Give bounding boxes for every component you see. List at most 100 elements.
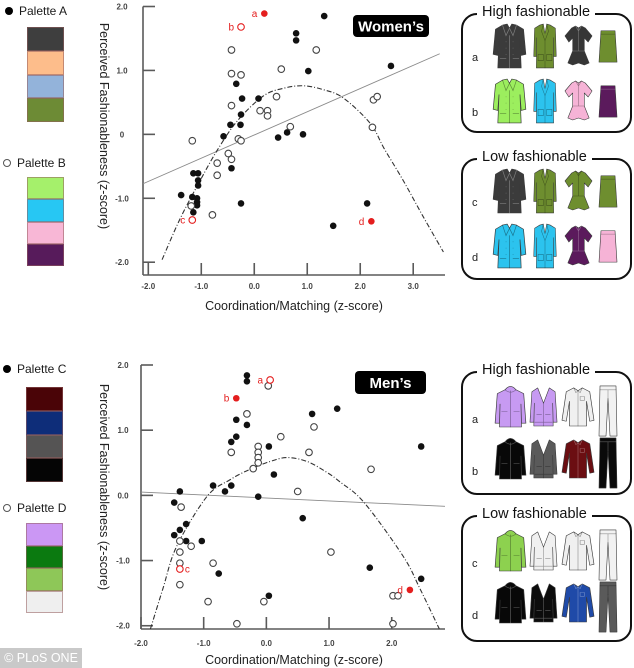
garment-pants (598, 581, 618, 633)
color-swatch (26, 568, 63, 591)
data-point (283, 129, 291, 136)
data-point (170, 531, 178, 539)
x-tick-label: -2.0 (134, 639, 148, 648)
data-point (243, 377, 251, 385)
panel-title: Low fashionable (477, 148, 592, 166)
row-label-d: d (472, 610, 479, 622)
data-point (227, 482, 235, 489)
data-point (368, 123, 377, 132)
data-point (188, 136, 197, 145)
highlight-label-c: c (180, 216, 185, 227)
color-swatch (26, 545, 63, 568)
linear-fit-line (140, 491, 446, 507)
data-point (227, 448, 236, 457)
garment-pants (598, 529, 618, 581)
data-point (227, 101, 236, 110)
data-point (237, 200, 245, 207)
data-point (194, 170, 202, 177)
highlight-point-d (406, 586, 414, 594)
data-point (260, 597, 268, 606)
copyright-watermark: © PLoS ONE (0, 648, 82, 668)
highlight-point-b (237, 23, 245, 31)
axes: 2.0 1.0 0.0 -1.0 -2.0 -2.0 -1.0 0.0 1.0 2.0 (116, 361, 445, 648)
panel-title: High fashionable (477, 3, 596, 21)
data-point (243, 421, 251, 429)
filled-circle-marker-icon (3, 365, 11, 373)
garment-blazer (532, 168, 558, 214)
data-point (176, 488, 184, 495)
data-point (256, 106, 264, 115)
garment-shirt (561, 438, 595, 479)
color-swatch (26, 523, 63, 546)
data-point (176, 537, 184, 545)
data-point (176, 548, 184, 556)
garment-blouse (564, 79, 593, 123)
highlight-label-d: d (359, 217, 365, 228)
data-point (215, 570, 223, 577)
garment-blazer (532, 78, 558, 124)
series-palette-a (177, 12, 395, 230)
highlight-label-b: b (228, 22, 234, 33)
row-label-a: a (472, 52, 479, 64)
garment-blazer (532, 23, 558, 69)
data-point (320, 12, 328, 20)
highlight-label-c: c (185, 565, 190, 576)
data-point (254, 493, 262, 500)
garment-parka (494, 529, 527, 572)
data-point (387, 62, 395, 70)
data-point (232, 416, 240, 424)
row-label-b: b (472, 107, 479, 119)
filled-circle-marker-icon (5, 7, 13, 15)
highlight-label-b: b (224, 394, 230, 405)
data-point (221, 488, 229, 495)
palette-a-swatches (27, 27, 64, 122)
color-swatch (26, 590, 63, 613)
x-tick-label: 3.0 (408, 282, 420, 291)
series-palette-d (176, 382, 402, 628)
data-point (237, 111, 245, 118)
garment-shirt (561, 530, 595, 571)
data-point (209, 559, 217, 568)
highlight-point-b (232, 394, 240, 402)
data-point (389, 619, 397, 628)
data-point (367, 465, 375, 474)
data-point (305, 448, 313, 457)
legend-label: Palette A (19, 4, 68, 18)
y-tick-label: -1.0 (116, 557, 130, 566)
data-point (227, 155, 236, 164)
color-swatch (27, 199, 64, 222)
data-point (305, 67, 312, 75)
chart-title: Women’s (358, 19, 424, 36)
data-point (170, 499, 178, 506)
y-tick-label: -1.0 (115, 194, 129, 203)
data-point (292, 30, 300, 37)
data-point (232, 80, 240, 88)
data-point (233, 619, 241, 628)
garment-peacoat (492, 23, 527, 69)
linear-fit-line (142, 53, 440, 185)
data-point (213, 159, 222, 167)
garment-parka (494, 385, 527, 428)
data-point (224, 149, 233, 158)
data-point (176, 526, 184, 534)
data-point (213, 171, 222, 180)
quadratic-fit-line (161, 85, 444, 260)
data-point (366, 564, 374, 572)
data-point (312, 46, 321, 54)
data-point (417, 443, 425, 450)
y-tick-label: 2.0 (117, 361, 129, 370)
garment-skirt (598, 229, 618, 263)
legend-palette-b: Palette B (3, 156, 66, 170)
highlight-point-c (176, 565, 184, 573)
y-tick-label: 0 (120, 130, 125, 139)
y-tick-label: -2.0 (115, 258, 129, 267)
y-tick-label: 2.0 (116, 3, 128, 12)
x-tick-label: -1.0 (197, 639, 211, 648)
data-point (293, 487, 302, 496)
y-tick-label: 1.0 (116, 66, 128, 75)
color-swatch (27, 98, 64, 122)
x-tick-label: 2.0 (355, 282, 367, 291)
